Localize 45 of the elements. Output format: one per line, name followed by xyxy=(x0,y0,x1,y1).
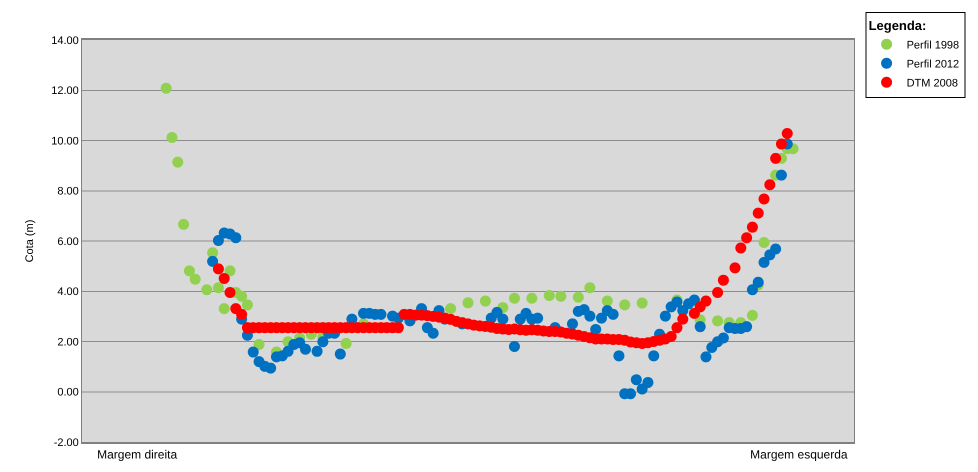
point xyxy=(218,303,230,314)
legend-label: Perfil 2012 xyxy=(906,58,960,71)
point xyxy=(184,265,195,276)
point xyxy=(236,290,248,302)
y-tick-label: 8.00 xyxy=(57,186,79,198)
legend-title: Legenda: xyxy=(868,18,926,33)
point xyxy=(572,292,584,303)
point xyxy=(172,156,184,168)
y-tick-label: 6.00 xyxy=(57,236,79,248)
point xyxy=(555,290,566,302)
point xyxy=(254,339,265,350)
point xyxy=(712,315,724,326)
point xyxy=(160,82,172,94)
point xyxy=(508,292,520,304)
y-tick-label: 14.00 xyxy=(51,34,79,47)
point xyxy=(602,296,613,307)
legend-label: Perfil 1998 xyxy=(906,40,960,52)
point xyxy=(462,297,474,308)
x-tick-label: Margem esquerda xyxy=(750,447,848,462)
point xyxy=(480,296,491,307)
point xyxy=(544,290,555,302)
y-tick-label: 12.00 xyxy=(51,85,79,98)
point xyxy=(242,299,253,310)
y-tick-label: 4.00 xyxy=(57,286,79,298)
point xyxy=(445,303,456,314)
y-tick-label: 2.00 xyxy=(57,336,79,348)
point xyxy=(224,265,236,276)
point xyxy=(178,218,190,230)
point xyxy=(166,132,178,143)
y-tick-label: 10.00 xyxy=(51,135,79,148)
y-tick-label: -2.00 xyxy=(54,436,79,449)
y-axis-title: Cota (m) xyxy=(24,220,36,262)
point xyxy=(636,298,648,309)
point xyxy=(746,310,758,321)
point xyxy=(526,292,538,304)
point xyxy=(758,237,770,248)
point xyxy=(340,338,352,350)
point xyxy=(201,284,212,296)
legend-label: DTM 2008 xyxy=(906,78,958,90)
point xyxy=(190,274,201,285)
y-tick-label: 0.00 xyxy=(57,386,79,399)
x-tick-label: Margem direita xyxy=(97,447,178,462)
point xyxy=(584,282,596,294)
point xyxy=(212,282,224,294)
point xyxy=(619,299,630,310)
